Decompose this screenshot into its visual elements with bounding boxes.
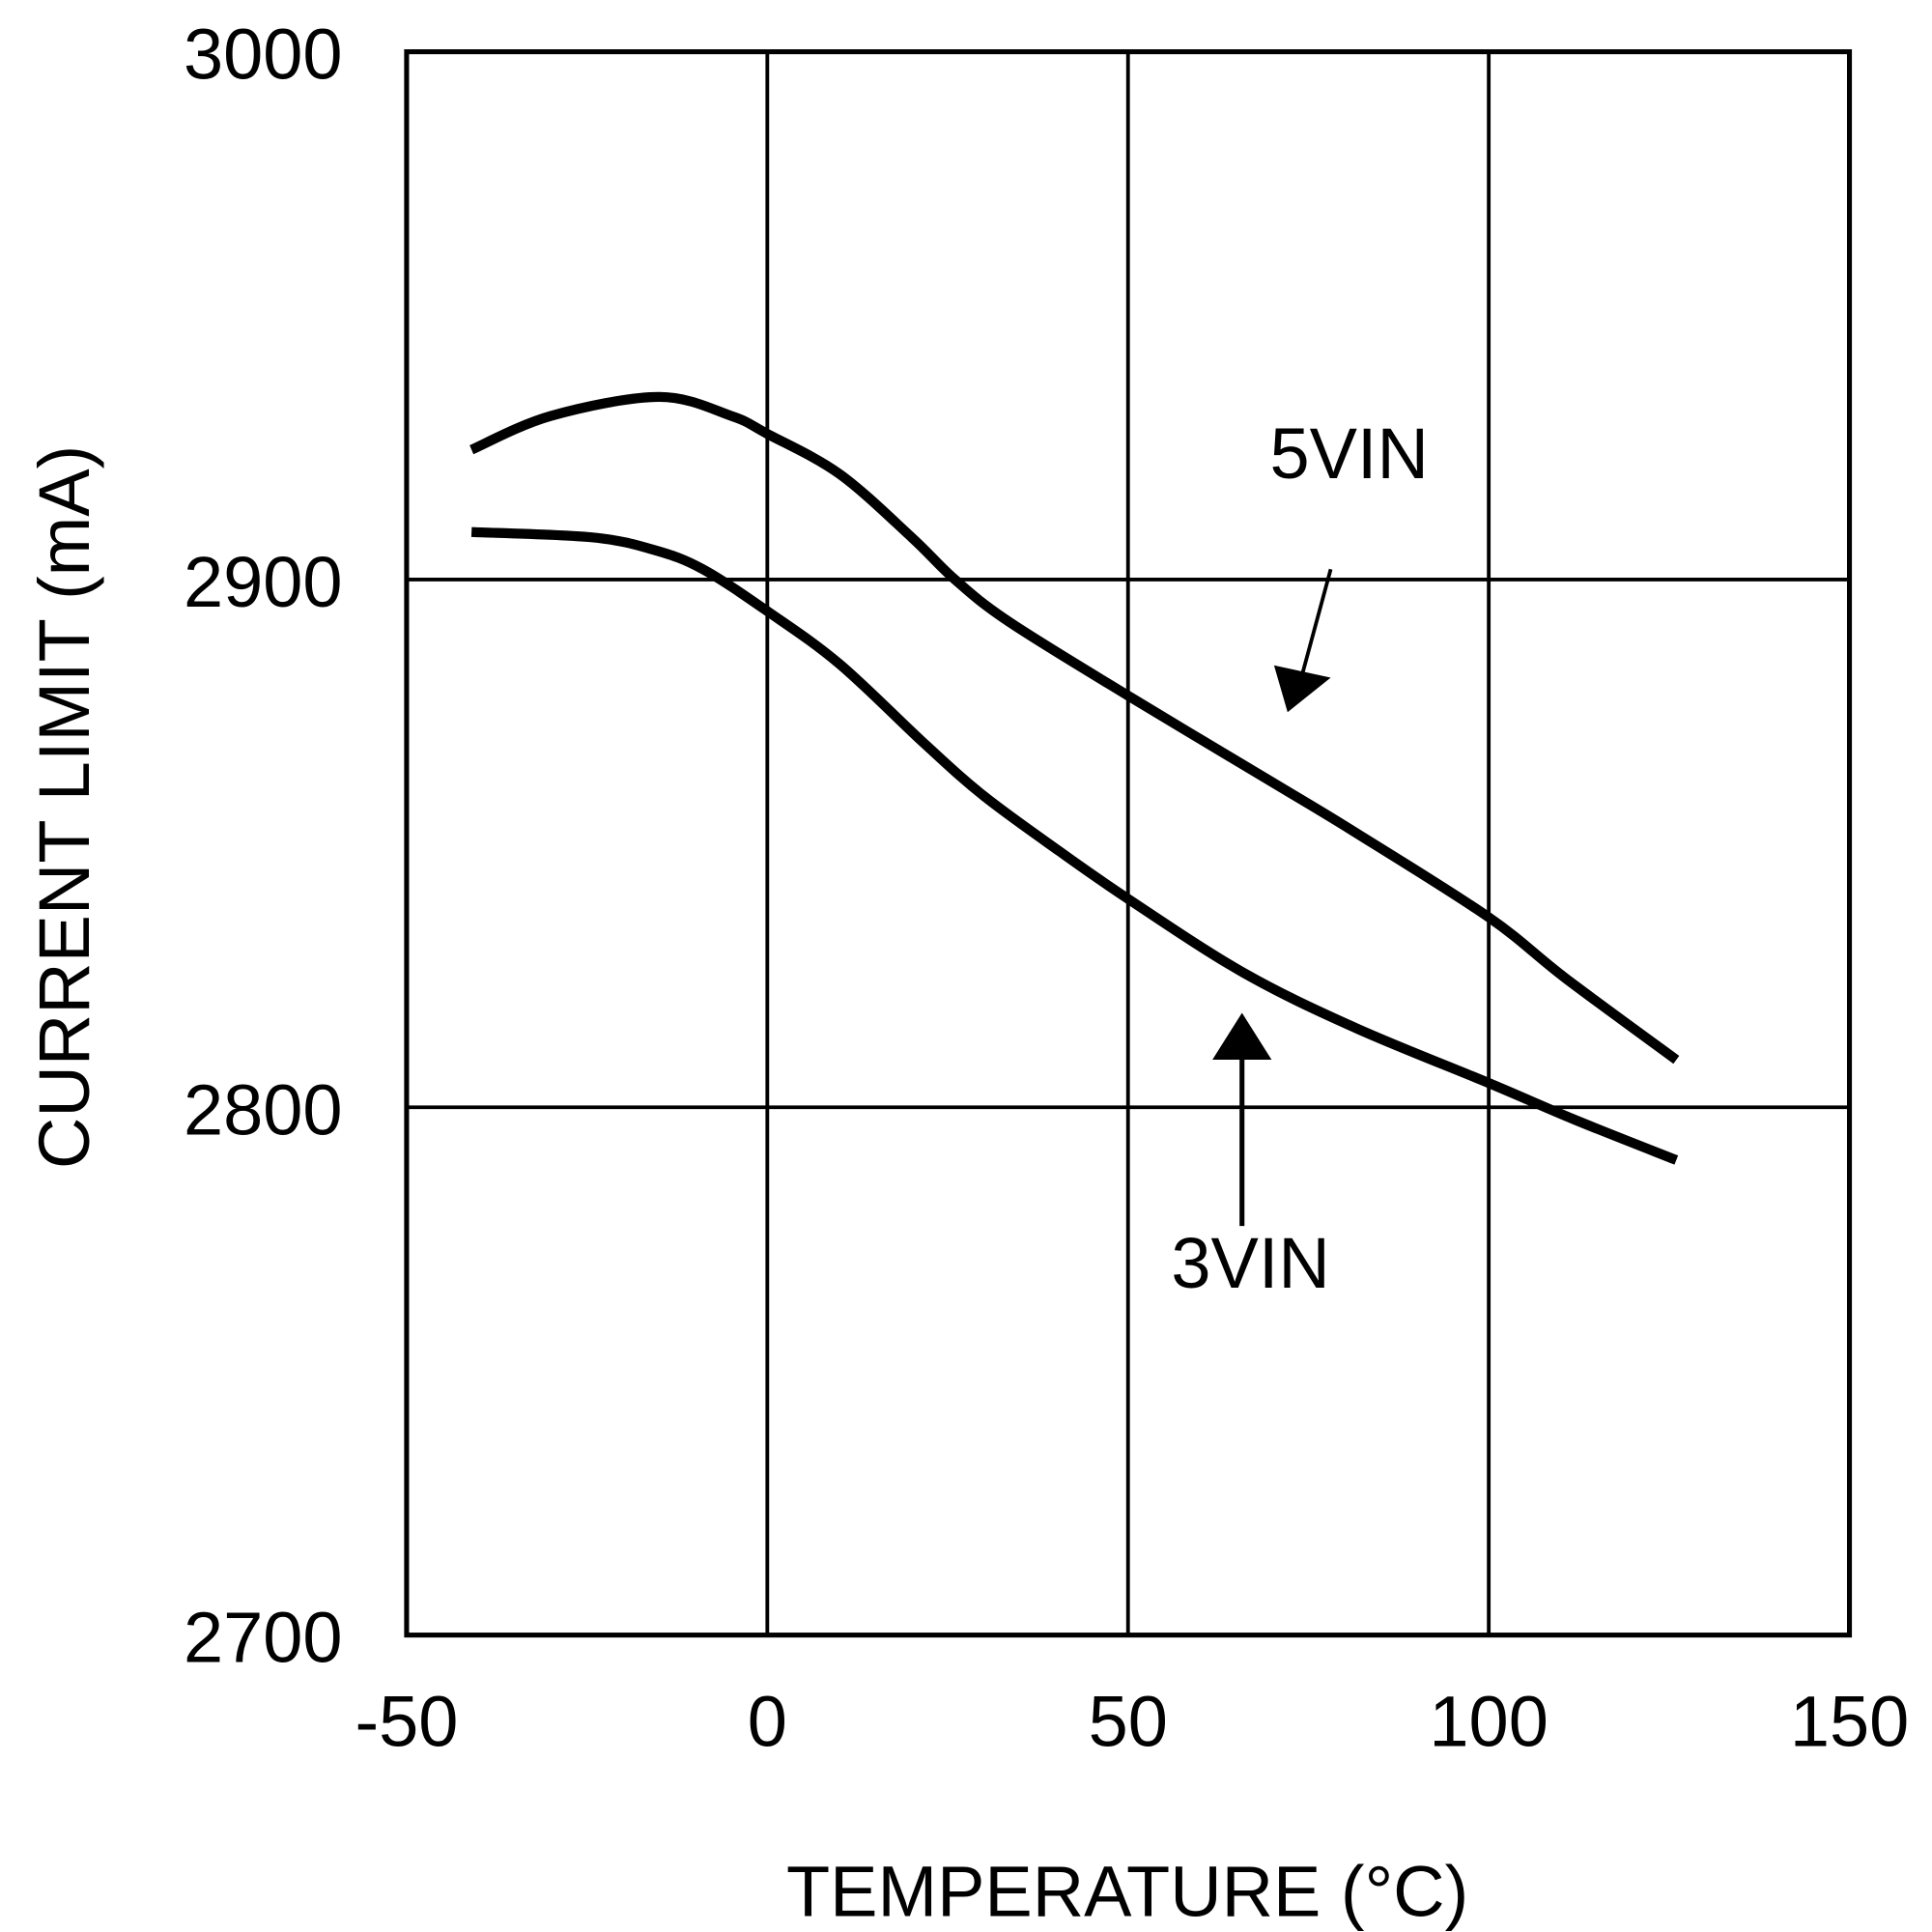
plot-frame [404, 49, 1853, 1638]
x-axis-label: TEMPERATURE (°C) [786, 1851, 1468, 1931]
arrow-3vin [1212, 1012, 1272, 1227]
grid [405, 49, 1852, 1637]
x-tick-label: 100 [1429, 1681, 1548, 1761]
arrow-5vin [1273, 568, 1333, 713]
x-tick-label: 150 [1790, 1681, 1909, 1761]
y-tick-label: 3000 [184, 14, 343, 95]
series-line-5vin [469, 391, 1680, 1065]
y-axis-label: CURRENT LIMIT (mA) [24, 445, 104, 1169]
series-group [469, 391, 1680, 1165]
x-tick-labels: -50 0 50 100 150 [355, 1681, 1909, 1761]
y-tick-labels: 3000 2900 2800 2700 [184, 14, 343, 1678]
annotation-3vin: 3VIN [1171, 1223, 1329, 1303]
y-tick-label: 2800 [184, 1069, 343, 1150]
y-tick-label: 2900 [184, 542, 343, 622]
x-tick-label: 50 [1089, 1681, 1168, 1761]
y-tick-label: 2700 [184, 1598, 343, 1678]
annotation-5vin: 5VIN [1269, 413, 1428, 494]
series-line-3vin [470, 526, 1679, 1165]
x-tick-label: -50 [355, 1681, 458, 1761]
x-tick-label: 0 [748, 1681, 787, 1761]
